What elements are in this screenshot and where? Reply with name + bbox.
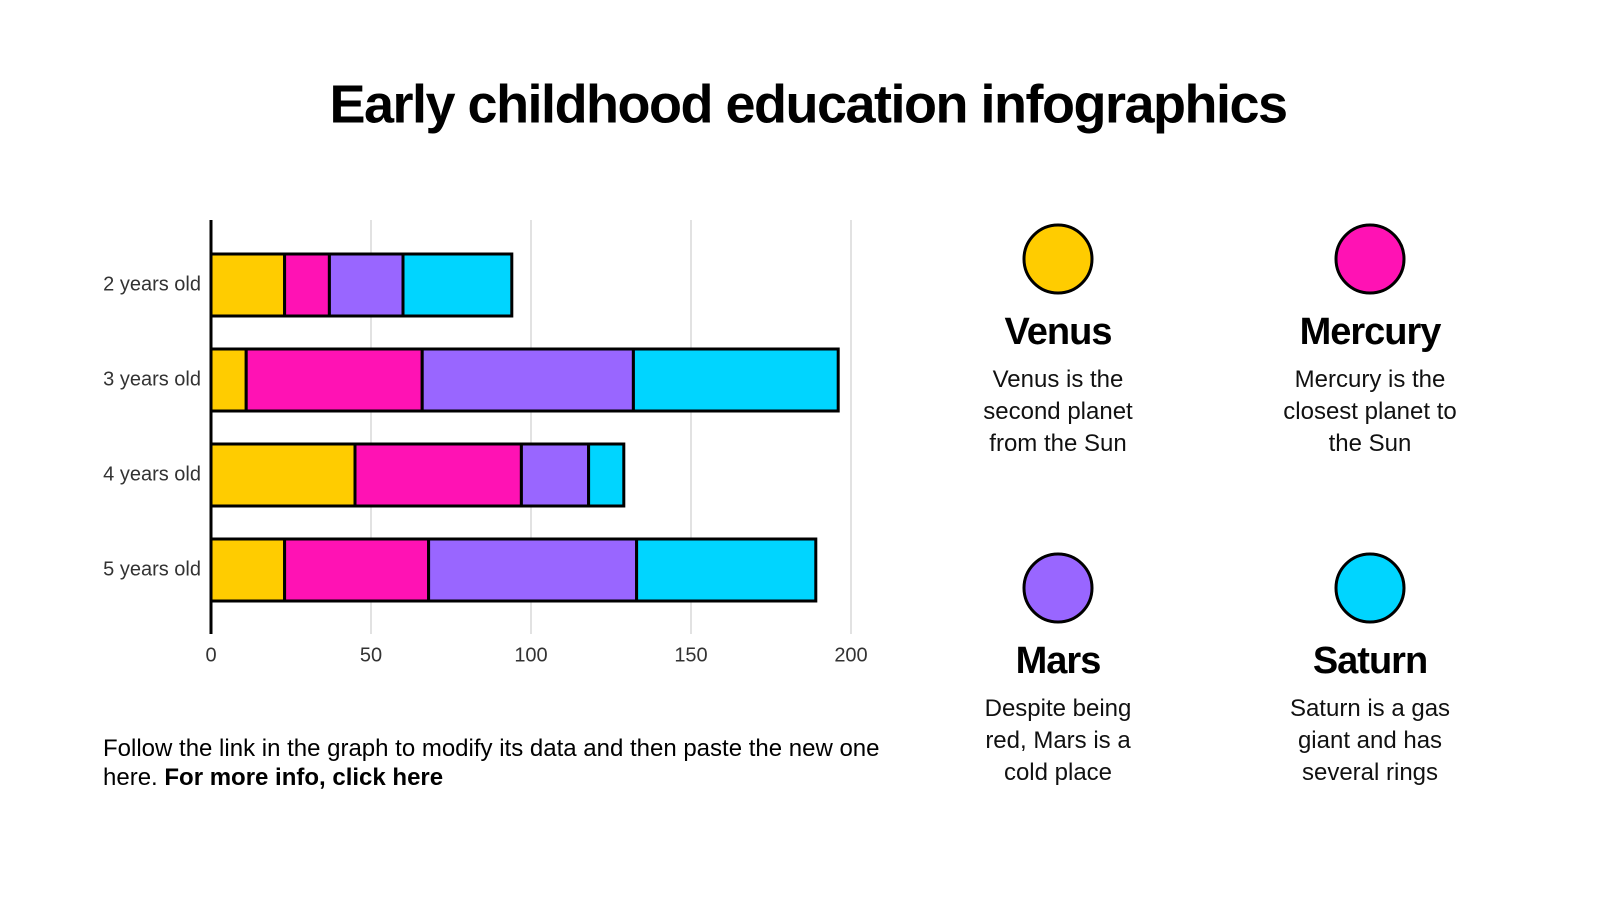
x-tick-label: 0 [205,644,216,666]
legend-swatch [1022,552,1094,624]
legend-swatch [1334,223,1406,295]
legend-description: Mercury is the closest planet to the Sun [1283,366,1457,457]
bar-segment [283,252,331,318]
legend-name: Saturn [1312,640,1428,682]
legend-swatch [1334,552,1406,624]
bar-segment [631,347,840,413]
bar-segment [209,537,287,603]
bar-segment [283,537,431,603]
bar-segment [209,252,287,318]
legend-description: Venus is the second planet from the Sun [983,366,1133,457]
y-tick-label: 5 years old [103,558,201,580]
x-tick-label: 50 [360,644,382,666]
bar-segment [587,442,626,508]
legend-card: Saturn Saturn is a gas giant and has seve… [1240,640,1500,789]
bar-segment [209,347,248,413]
footnote: Follow the link in the graph to modify i… [103,734,883,792]
legend-card: Mars Despite being red, Mars is a cold pl… [928,640,1188,789]
bar-segment [427,537,639,603]
legend-card: Mercury Mercury is the closest planet to … [1240,311,1500,460]
bar-segment [401,252,514,318]
legend-card: Venus Venus is the second planet from the… [928,311,1188,460]
bar-segment [519,442,591,508]
bar-segment [327,252,405,318]
legend-description: Saturn is a gas giant and has several ri… [1289,695,1451,786]
x-tick-label: 200 [834,644,867,666]
bar-segment [244,347,424,413]
legend-name: Mars [1015,640,1102,682]
bar-segment [635,537,818,603]
legend-swatch [1022,223,1094,295]
chart-title: Early childhood education infographics [329,74,1286,134]
legend-name: Venus [1004,311,1113,353]
bar-segment [209,442,357,508]
y-tick-label: 3 years old [103,368,201,390]
x-tick-label: 100 [514,644,547,666]
footnote-text: Follow the link in the graph to modify i… [103,735,880,791]
x-tick-label: 150 [674,644,707,666]
y-tick-label: 2 years old [103,273,201,295]
legend-description: Despite being red, Mars is a cold place [984,695,1132,786]
legend-name: Mercury [1299,311,1442,353]
bar-segment [353,442,523,508]
more-info-link[interactable]: For more info, click here [164,764,444,791]
bar-segment [420,347,635,413]
y-tick-label: 4 years old [103,463,201,485]
